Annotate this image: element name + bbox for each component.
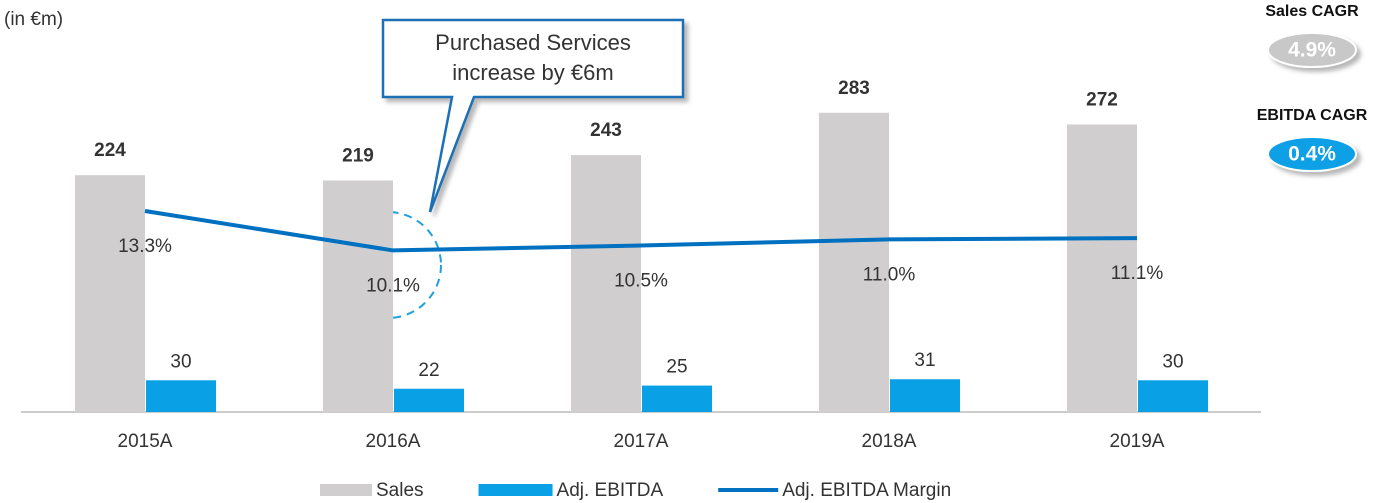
value-label: 13.3% bbox=[118, 236, 172, 257]
value-label: 30 bbox=[170, 351, 191, 372]
value-label: 22 bbox=[418, 360, 439, 381]
line bbox=[144, 208, 1138, 253]
badge bbox=[1267, 136, 1357, 172]
x-tick-label: 2018A bbox=[862, 431, 917, 452]
x-tick-label: 2019A bbox=[1110, 431, 1165, 452]
value-label: 31 bbox=[914, 350, 935, 371]
bar bbox=[394, 388, 464, 412]
value-label: 25 bbox=[666, 357, 687, 378]
highlight-circle bbox=[334, 211, 442, 319]
x-tick-label: 2016A bbox=[366, 431, 421, 452]
callout-text: increase by €6m bbox=[452, 60, 613, 85]
bar bbox=[323, 180, 393, 412]
legend-label: Adj. EBITDA Margin bbox=[782, 480, 951, 501]
value-label: 10.1% bbox=[366, 275, 420, 296]
bar bbox=[642, 385, 712, 412]
value-label: 219 bbox=[342, 146, 374, 167]
value-label: 11.1% bbox=[1111, 263, 1164, 284]
badge-label: Sales CAGR bbox=[1265, 3, 1359, 20]
bar bbox=[571, 155, 641, 412]
bar bbox=[819, 112, 889, 412]
badge-value: 4.9% bbox=[1288, 39, 1336, 62]
value-label: 243 bbox=[590, 120, 622, 141]
x-tick-label: 2017A bbox=[614, 431, 669, 452]
unit-note: (in €m) bbox=[4, 9, 63, 30]
callout-text: Purchased Services bbox=[435, 30, 631, 55]
badge bbox=[1267, 32, 1357, 68]
badge-value: 0.4% bbox=[1288, 143, 1336, 166]
value-label: 224 bbox=[94, 140, 126, 161]
bar bbox=[75, 175, 145, 412]
value-label: 30 bbox=[1162, 351, 1183, 372]
value-label: 11.0% bbox=[863, 264, 916, 285]
x-tick-label: 2015A bbox=[118, 431, 173, 452]
value-label: 10.5% bbox=[614, 271, 668, 292]
bar bbox=[1138, 380, 1208, 412]
legend-swatch bbox=[320, 484, 372, 496]
bar bbox=[146, 380, 216, 412]
bar bbox=[1067, 124, 1137, 412]
badge-label: EBITDA CAGR bbox=[1257, 107, 1368, 124]
legend-label: Adj. EBITDA bbox=[557, 480, 664, 501]
legend-label: Sales bbox=[376, 480, 424, 501]
value-label: 283 bbox=[838, 78, 870, 99]
legend-swatch bbox=[478, 484, 553, 496]
bar bbox=[890, 379, 960, 412]
callout-box bbox=[381, 18, 685, 213]
value-label: 272 bbox=[1086, 89, 1118, 110]
